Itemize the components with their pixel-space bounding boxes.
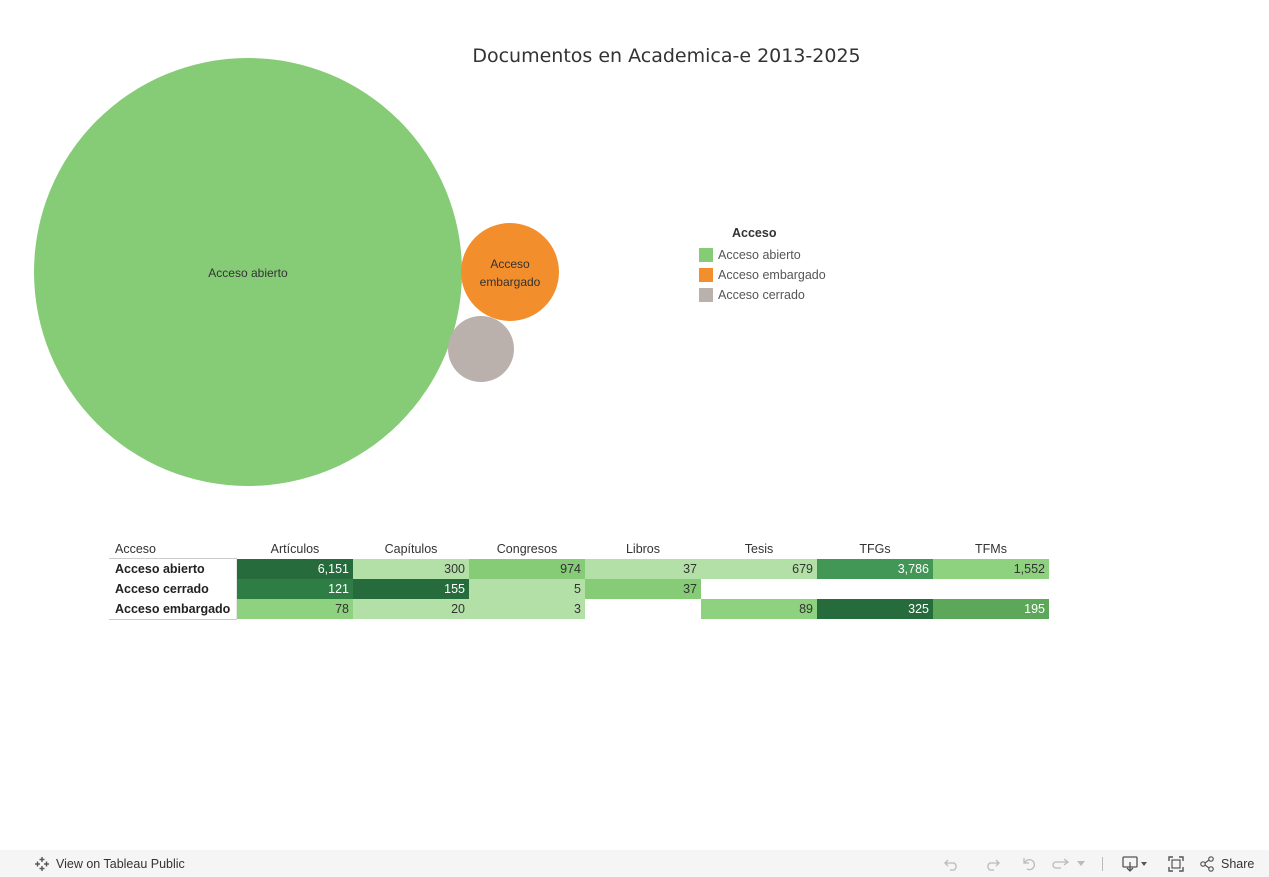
table-cell[interactable]: 3 <box>469 599 585 619</box>
table-cell[interactable]: 6,151 <box>237 559 353 579</box>
table-cell <box>933 579 1049 599</box>
table-row: Acceso embargado 78 20 3 89 325 195 <box>109 599 1049 619</box>
bubble-label-embargado-line2: embargado <box>480 275 541 289</box>
legend-item-label: Acceso embargado <box>718 268 826 282</box>
chevron-down-icon <box>1077 860 1085 866</box>
table-cell[interactable]: 195 <box>933 599 1049 619</box>
redo-button[interactable] <box>972 850 1012 877</box>
legend-item-abierto[interactable]: Acceso abierto <box>699 245 826 265</box>
share-icon <box>1200 855 1214 872</box>
revert-button[interactable] <box>1012 850 1048 877</box>
toolbar-separator <box>1102 856 1103 871</box>
refresh-button[interactable] <box>1048 850 1074 877</box>
toolbar-actions: Share <box>932 850 1269 877</box>
tableau-toolbar: View on Tableau Public <box>0 850 1269 877</box>
table-cell[interactable]: 121 <box>237 579 353 599</box>
legend-item-label: Acceso cerrado <box>718 288 805 302</box>
table-bottom-divider <box>109 619 237 620</box>
bubble-acceso-abierto[interactable] <box>34 58 462 486</box>
refresh-icon <box>1052 857 1070 869</box>
fullscreen-icon <box>1168 855 1184 872</box>
legend-item-cerrado[interactable]: Acceso cerrado <box>699 285 826 305</box>
view-on-tableau-public-link[interactable]: View on Tableau Public <box>34 856 185 872</box>
share-button[interactable]: Share <box>1199 850 1269 877</box>
table-cell[interactable]: 155 <box>353 579 469 599</box>
table-header-row: Acceso Artículos Capítulos Congresos Lib… <box>109 540 1049 558</box>
table-cell <box>585 599 701 619</box>
table-cell[interactable]: 78 <box>237 599 353 619</box>
table-cell <box>817 579 933 599</box>
legend-title: Acceso <box>732 226 777 240</box>
column-header[interactable]: TFMs <box>975 542 1007 556</box>
table-row: Acceso abierto 6,151 300 974 37 679 3,786 1,552 <box>109 559 1049 579</box>
table-cell[interactable]: 3,786 <box>817 559 933 579</box>
table-cell <box>701 579 817 599</box>
tableau-logo-icon <box>35 856 49 871</box>
view-on-tableau-public-label: View on Tableau Public <box>56 856 185 871</box>
table-cell[interactable]: 325 <box>817 599 933 619</box>
table-cell[interactable]: 37 <box>585 579 701 599</box>
undo-button[interactable] <box>932 850 972 877</box>
legend-swatch <box>699 268 713 282</box>
dashboard-title: Documentos en Academica-e 2013-2025 <box>472 45 861 67</box>
bubble-acceso-embargado[interactable] <box>461 223 559 321</box>
bubble-label-embargado-line1: Acceso <box>490 257 530 271</box>
table-cell[interactable]: 37 <box>585 559 701 579</box>
undo-icon <box>944 859 957 871</box>
column-header[interactable]: Congresos <box>496 542 558 556</box>
column-header[interactable]: Capítulos <box>384 542 438 556</box>
table-cell[interactable]: 5 <box>469 579 585 599</box>
table-row: Acceso cerrado 121 155 5 37 <box>109 579 1049 599</box>
redo-icon <box>987 859 1000 871</box>
table-cell[interactable]: 679 <box>701 559 817 579</box>
table-cell[interactable]: 974 <box>469 559 585 579</box>
column-header[interactable]: Tesis <box>744 542 774 556</box>
row-label: Acceso cerrado <box>109 579 237 599</box>
share-label: Share <box>1221 856 1255 871</box>
row-label: Acceso abierto <box>109 559 237 579</box>
table-cell[interactable]: 1,552 <box>933 559 1049 579</box>
bubble-label-abierto: Acceso abierto <box>208 266 288 280</box>
legend-item-label: Acceso abierto <box>718 248 801 262</box>
row-label: Acceso embargado <box>109 599 237 619</box>
legend-swatch <box>699 288 713 302</box>
refresh-dropdown-button[interactable] <box>1074 850 1088 877</box>
table-cell[interactable]: 300 <box>353 559 469 579</box>
column-header[interactable]: TFGs <box>859 542 891 556</box>
legend-swatch <box>699 248 713 262</box>
fullscreen-button[interactable] <box>1153 850 1199 877</box>
legend-item-embargado[interactable]: Acceso embargado <box>699 265 826 285</box>
download-icon <box>1122 855 1147 872</box>
highlight-table: Acceso Artículos Capítulos Congresos Lib… <box>109 540 1049 620</box>
column-header[interactable]: Artículos <box>270 542 320 556</box>
bubble-acceso-cerrado[interactable] <box>448 316 514 382</box>
download-button[interactable] <box>1117 850 1153 877</box>
table-body: Acceso abierto 6,151 300 974 37 679 3,786 1,552… <box>109 559 1049 619</box>
table-cell[interactable]: 89 <box>701 599 817 619</box>
table-cell[interactable]: 20 <box>353 599 469 619</box>
color-legend: Acceso Acceso abierto Acceso embargado A… <box>699 226 826 305</box>
row-header-label: Acceso <box>115 542 156 556</box>
column-header[interactable]: Libros <box>625 542 661 556</box>
header-divider <box>109 558 237 559</box>
revert-icon <box>1023 857 1036 870</box>
bubble-chart: Acceso abierto Acceso embargado <box>34 58 559 486</box>
